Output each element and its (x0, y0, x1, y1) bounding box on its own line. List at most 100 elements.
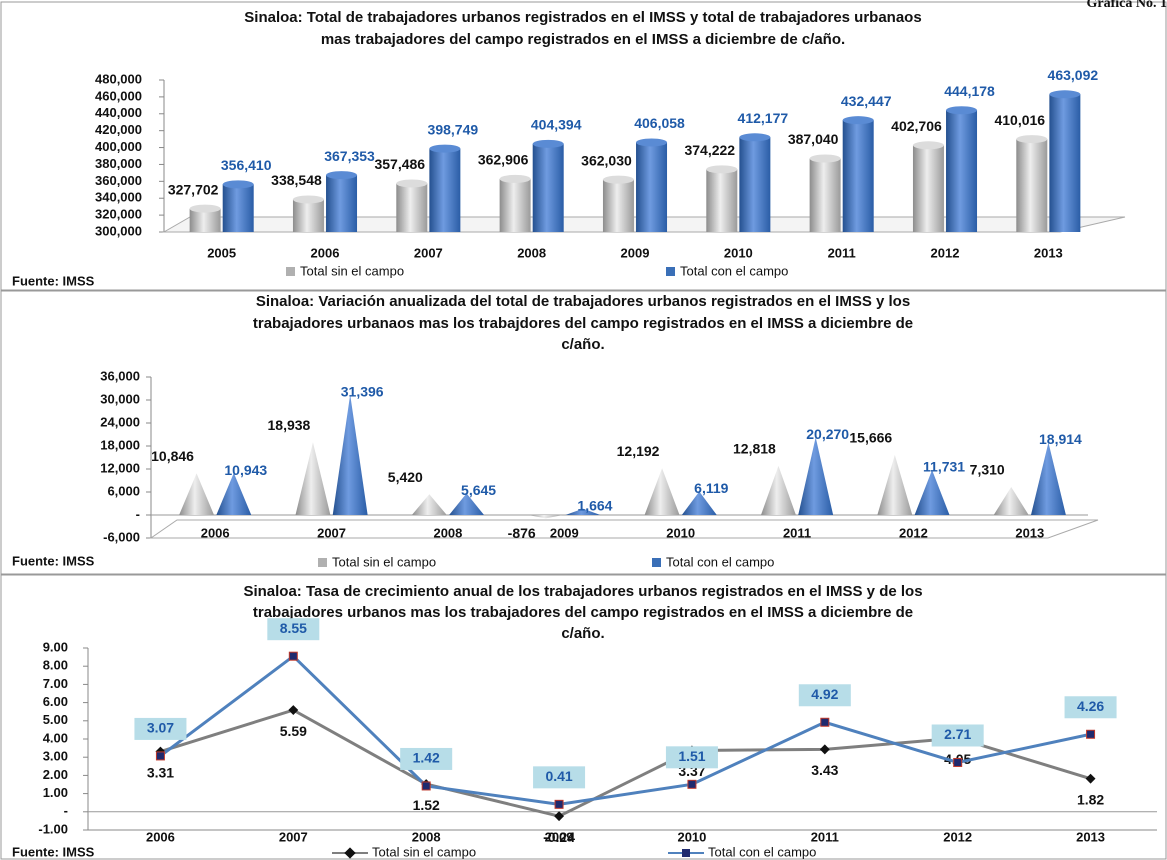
y-tick-label: 400,000 (95, 139, 142, 154)
value-label: 362,906 (478, 152, 529, 168)
value-label: 5.59 (280, 723, 307, 739)
cone (877, 454, 913, 515)
y-tick-label: - (64, 803, 68, 818)
y-tick-label: 460,000 (95, 88, 142, 103)
x-tick-label: 2012 (931, 245, 960, 260)
bar (326, 175, 358, 232)
value-label-box (267, 618, 320, 641)
value-label: 7,310 (970, 462, 1005, 478)
y-tick-label: 340,000 (95, 190, 142, 205)
value-label-box (665, 746, 718, 769)
value-label: 404,394 (531, 117, 582, 133)
chart-title: Sinaloa: Total de trabajadores urbanos r… (244, 9, 921, 26)
bar-top (499, 174, 531, 183)
value-label: 410,016 (994, 112, 1045, 128)
panel (0, 1, 1167, 291)
x-tick-label: 2006 (311, 245, 340, 260)
legend-swatch (652, 558, 661, 567)
value-label: 338,548 (271, 172, 322, 188)
value-label: 10,846 (151, 448, 194, 464)
value-label-box (134, 717, 187, 740)
value-label: 18,914 (1039, 431, 1082, 447)
value-label: 402,706 (891, 118, 942, 134)
x-tick-label: 2012 (899, 525, 928, 540)
cone (449, 493, 485, 515)
cone (798, 437, 834, 515)
marker (1086, 729, 1096, 739)
cone (216, 473, 252, 515)
value-label: 2.71 (944, 726, 971, 742)
y-tick-label: 380,000 (95, 156, 142, 171)
cone (295, 442, 331, 515)
legend-label: Total con el campo (708, 844, 816, 859)
value-label: 3.43 (811, 762, 838, 778)
bar-top (532, 139, 564, 148)
legend-swatch (286, 267, 295, 276)
source: Fuente: IMSS (12, 844, 95, 859)
x-tick-label: 2007 (279, 829, 308, 844)
y-tick-label: 420,000 (95, 122, 142, 137)
x-tick-label: 2007 (414, 245, 443, 260)
bar-top (739, 133, 771, 142)
x-tick-label: 2009 (550, 525, 579, 540)
value-label: 10,943 (224, 462, 267, 478)
x-tick-label: 2008 (517, 245, 546, 260)
panel (0, 574, 1167, 860)
chart-title: mas trabajadores del campo registrados e… (321, 31, 845, 48)
x-tick-label: 2011 (811, 829, 839, 844)
cone (681, 491, 717, 515)
value-label: 1,664 (577, 497, 612, 513)
y-tick-label: 7.00 (43, 676, 68, 691)
bar-top (292, 195, 324, 204)
chart-title: c/año. (561, 625, 604, 642)
value-label: 4.26 (1077, 698, 1104, 714)
y-tick-label: 24,000 (100, 414, 140, 429)
cone (644, 468, 680, 515)
bar (396, 183, 428, 232)
x-tick-label: 2006 (146, 829, 175, 844)
value-label: 0.41 (545, 768, 572, 784)
value-label: 387,040 (788, 131, 839, 147)
x-tick-label: 2013 (1015, 525, 1044, 540)
value-label: 3.31 (147, 764, 174, 780)
value-label: 18,938 (268, 417, 311, 433)
bar-top (396, 179, 428, 188)
y-tick-label: - (136, 506, 140, 521)
y-tick-label: 320,000 (95, 207, 142, 222)
bar (602, 179, 634, 232)
value-label: 12,818 (733, 441, 776, 457)
cone (1030, 442, 1066, 515)
x-tick-label: 2006 (201, 525, 230, 540)
chart-title: trabajadores urbanos mas los trabajadore… (253, 604, 913, 621)
value-label: 5,645 (461, 482, 496, 498)
bar (499, 178, 531, 232)
y-tick-label: -1.00 (38, 821, 68, 836)
bar-top (602, 175, 634, 184)
y-tick-label: 2.00 (43, 767, 68, 782)
marker (687, 779, 697, 789)
bar (1049, 94, 1081, 233)
bar-top (429, 144, 461, 153)
x-tick-label: 2010 (666, 525, 695, 540)
marker (953, 757, 963, 767)
y-tick-label: 36,000 (100, 368, 140, 383)
value-label: 356,410 (221, 157, 272, 173)
legend-label: Total con el campo (666, 554, 774, 569)
bar (809, 158, 841, 232)
bar (429, 148, 461, 232)
value-label-box (931, 724, 984, 747)
legend-label: Total sin el campo (372, 844, 476, 859)
value-label: 1.82 (1077, 791, 1104, 807)
bar (842, 120, 874, 232)
value-label-box (533, 766, 586, 789)
y-tick-label: 6,000 (107, 483, 140, 498)
bar-top (189, 204, 221, 213)
x-tick-label: 2013 (1034, 245, 1063, 260)
cone (914, 470, 950, 515)
source: Fuente: IMSS (12, 273, 95, 288)
value-label: 357,486 (374, 156, 425, 172)
legend-marker (682, 849, 690, 857)
value-label: 1.51 (678, 748, 705, 764)
marker (554, 799, 564, 809)
bar-top (222, 180, 254, 189)
